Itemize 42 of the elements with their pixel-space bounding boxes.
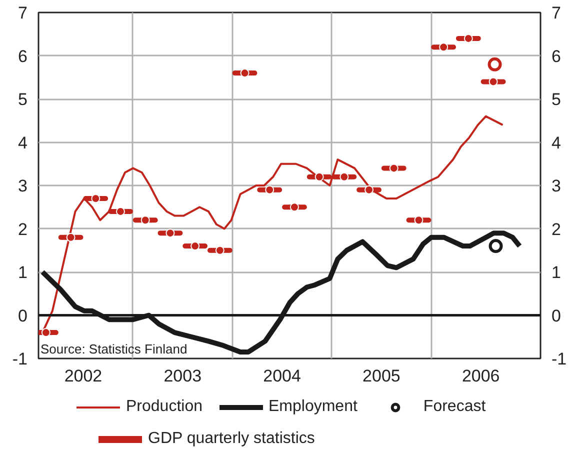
- y-tick-label: 6: [18, 46, 28, 66]
- legend-label: GDP quarterly statistics: [148, 430, 315, 448]
- legend-label: Employment: [268, 398, 358, 416]
- point: [140, 216, 150, 225]
- point: [215, 246, 224, 255]
- y-tick-label: 3: [18, 176, 28, 196]
- point: [488, 77, 498, 86]
- y-tick-label: 7: [18, 4, 28, 22]
- y2-tick-label: 4: [552, 133, 561, 152]
- x-tick-label: 2006: [462, 366, 500, 386]
- y-tick-label: -1: [12, 350, 28, 368]
- y2-tick-label: 0: [552, 306, 561, 326]
- point: [340, 172, 349, 182]
- legend-label: Production: [126, 398, 202, 416]
- y2-tick-label: 1: [552, 263, 561, 282]
- y2-tick-label: 7: [552, 4, 561, 22]
- point: [364, 185, 374, 194]
- y-tick-label: 2: [18, 220, 28, 239]
- y-tick-label: 0: [18, 306, 28, 326]
- point: [314, 172, 324, 182]
- point: [265, 185, 274, 194]
- point: [66, 232, 76, 242]
- x-tick-label: 2002: [64, 366, 102, 386]
- y-tick-label: 5: [18, 90, 28, 109]
- point: [290, 202, 299, 212]
- point: [389, 164, 398, 173]
- point: [488, 239, 503, 254]
- point: [414, 216, 424, 225]
- x-tick-label: 2005: [362, 366, 400, 386]
- y2-tick-label: 5: [552, 90, 561, 109]
- x-tick-label: 2004: [263, 366, 301, 386]
- point: [439, 42, 448, 52]
- x-tick-label: 2003: [164, 366, 202, 386]
- y2-tick-label: 6: [552, 46, 561, 66]
- point: [166, 228, 175, 238]
- legend-label: Forecast: [423, 398, 486, 416]
- y-tick-label: 4: [18, 133, 28, 152]
- y2-tick-label: -1: [552, 350, 567, 368]
- y2-tick-label: 2: [552, 220, 561, 239]
- annotation: Source: Statistics Finland: [40, 342, 188, 356]
- y-tick-label: 1: [18, 263, 28, 282]
- y2-tick-label: 3: [552, 176, 561, 196]
